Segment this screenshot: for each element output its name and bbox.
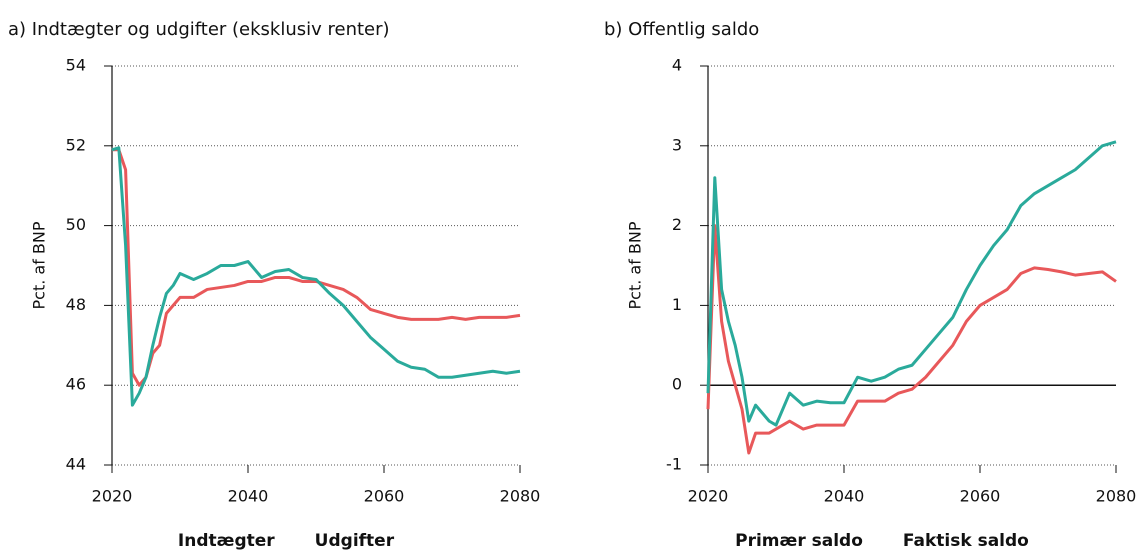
legend-entry: Primær saldo: [735, 531, 863, 551]
y-tick-label: 2: [672, 215, 682, 234]
x-tick-label: 2020: [92, 487, 133, 506]
y-tick-label: 0: [672, 375, 682, 394]
y-tick-label: 48: [66, 295, 86, 314]
x-tick-label: 2060: [364, 487, 405, 506]
y-tick-label: 54: [66, 56, 86, 75]
x-tick-label: 2080: [500, 487, 541, 506]
y-tick-label: 44: [66, 455, 86, 474]
data-line: [706, 224, 1117, 455]
x-tick-label: 2040: [228, 487, 269, 506]
y-tick-label: 1: [672, 295, 682, 314]
x-tick-label: 2080: [1096, 487, 1137, 506]
x-tick-label: 2060: [960, 487, 1001, 506]
y-tick-label: 3: [672, 135, 682, 154]
data-line: [706, 140, 1117, 427]
y-tick-label: 46: [66, 375, 86, 394]
data-line: [112, 148, 521, 387]
chart-title: a) Indtægter og udgifter (eksklusiv rent…: [8, 19, 390, 40]
y-tick-label: 4: [672, 56, 682, 75]
y-tick-label: -1: [666, 455, 682, 474]
legend-entry: Udgifter: [315, 531, 395, 551]
legend-entry: Indtægter: [178, 531, 275, 551]
y-tick-label: 52: [66, 135, 86, 154]
y-axis-label: Pct. af BNP: [30, 221, 49, 309]
y-tick-label: 50: [66, 215, 86, 234]
chart-title: b) Offentlig saldo: [604, 19, 759, 40]
data-line: [111, 146, 521, 407]
x-tick-label: 2020: [688, 487, 729, 506]
y-axis-label: Pct. af BNP: [626, 221, 645, 309]
x-tick-label: 2040: [824, 487, 865, 506]
legend-entry: Faktisk saldo: [903, 531, 1029, 551]
